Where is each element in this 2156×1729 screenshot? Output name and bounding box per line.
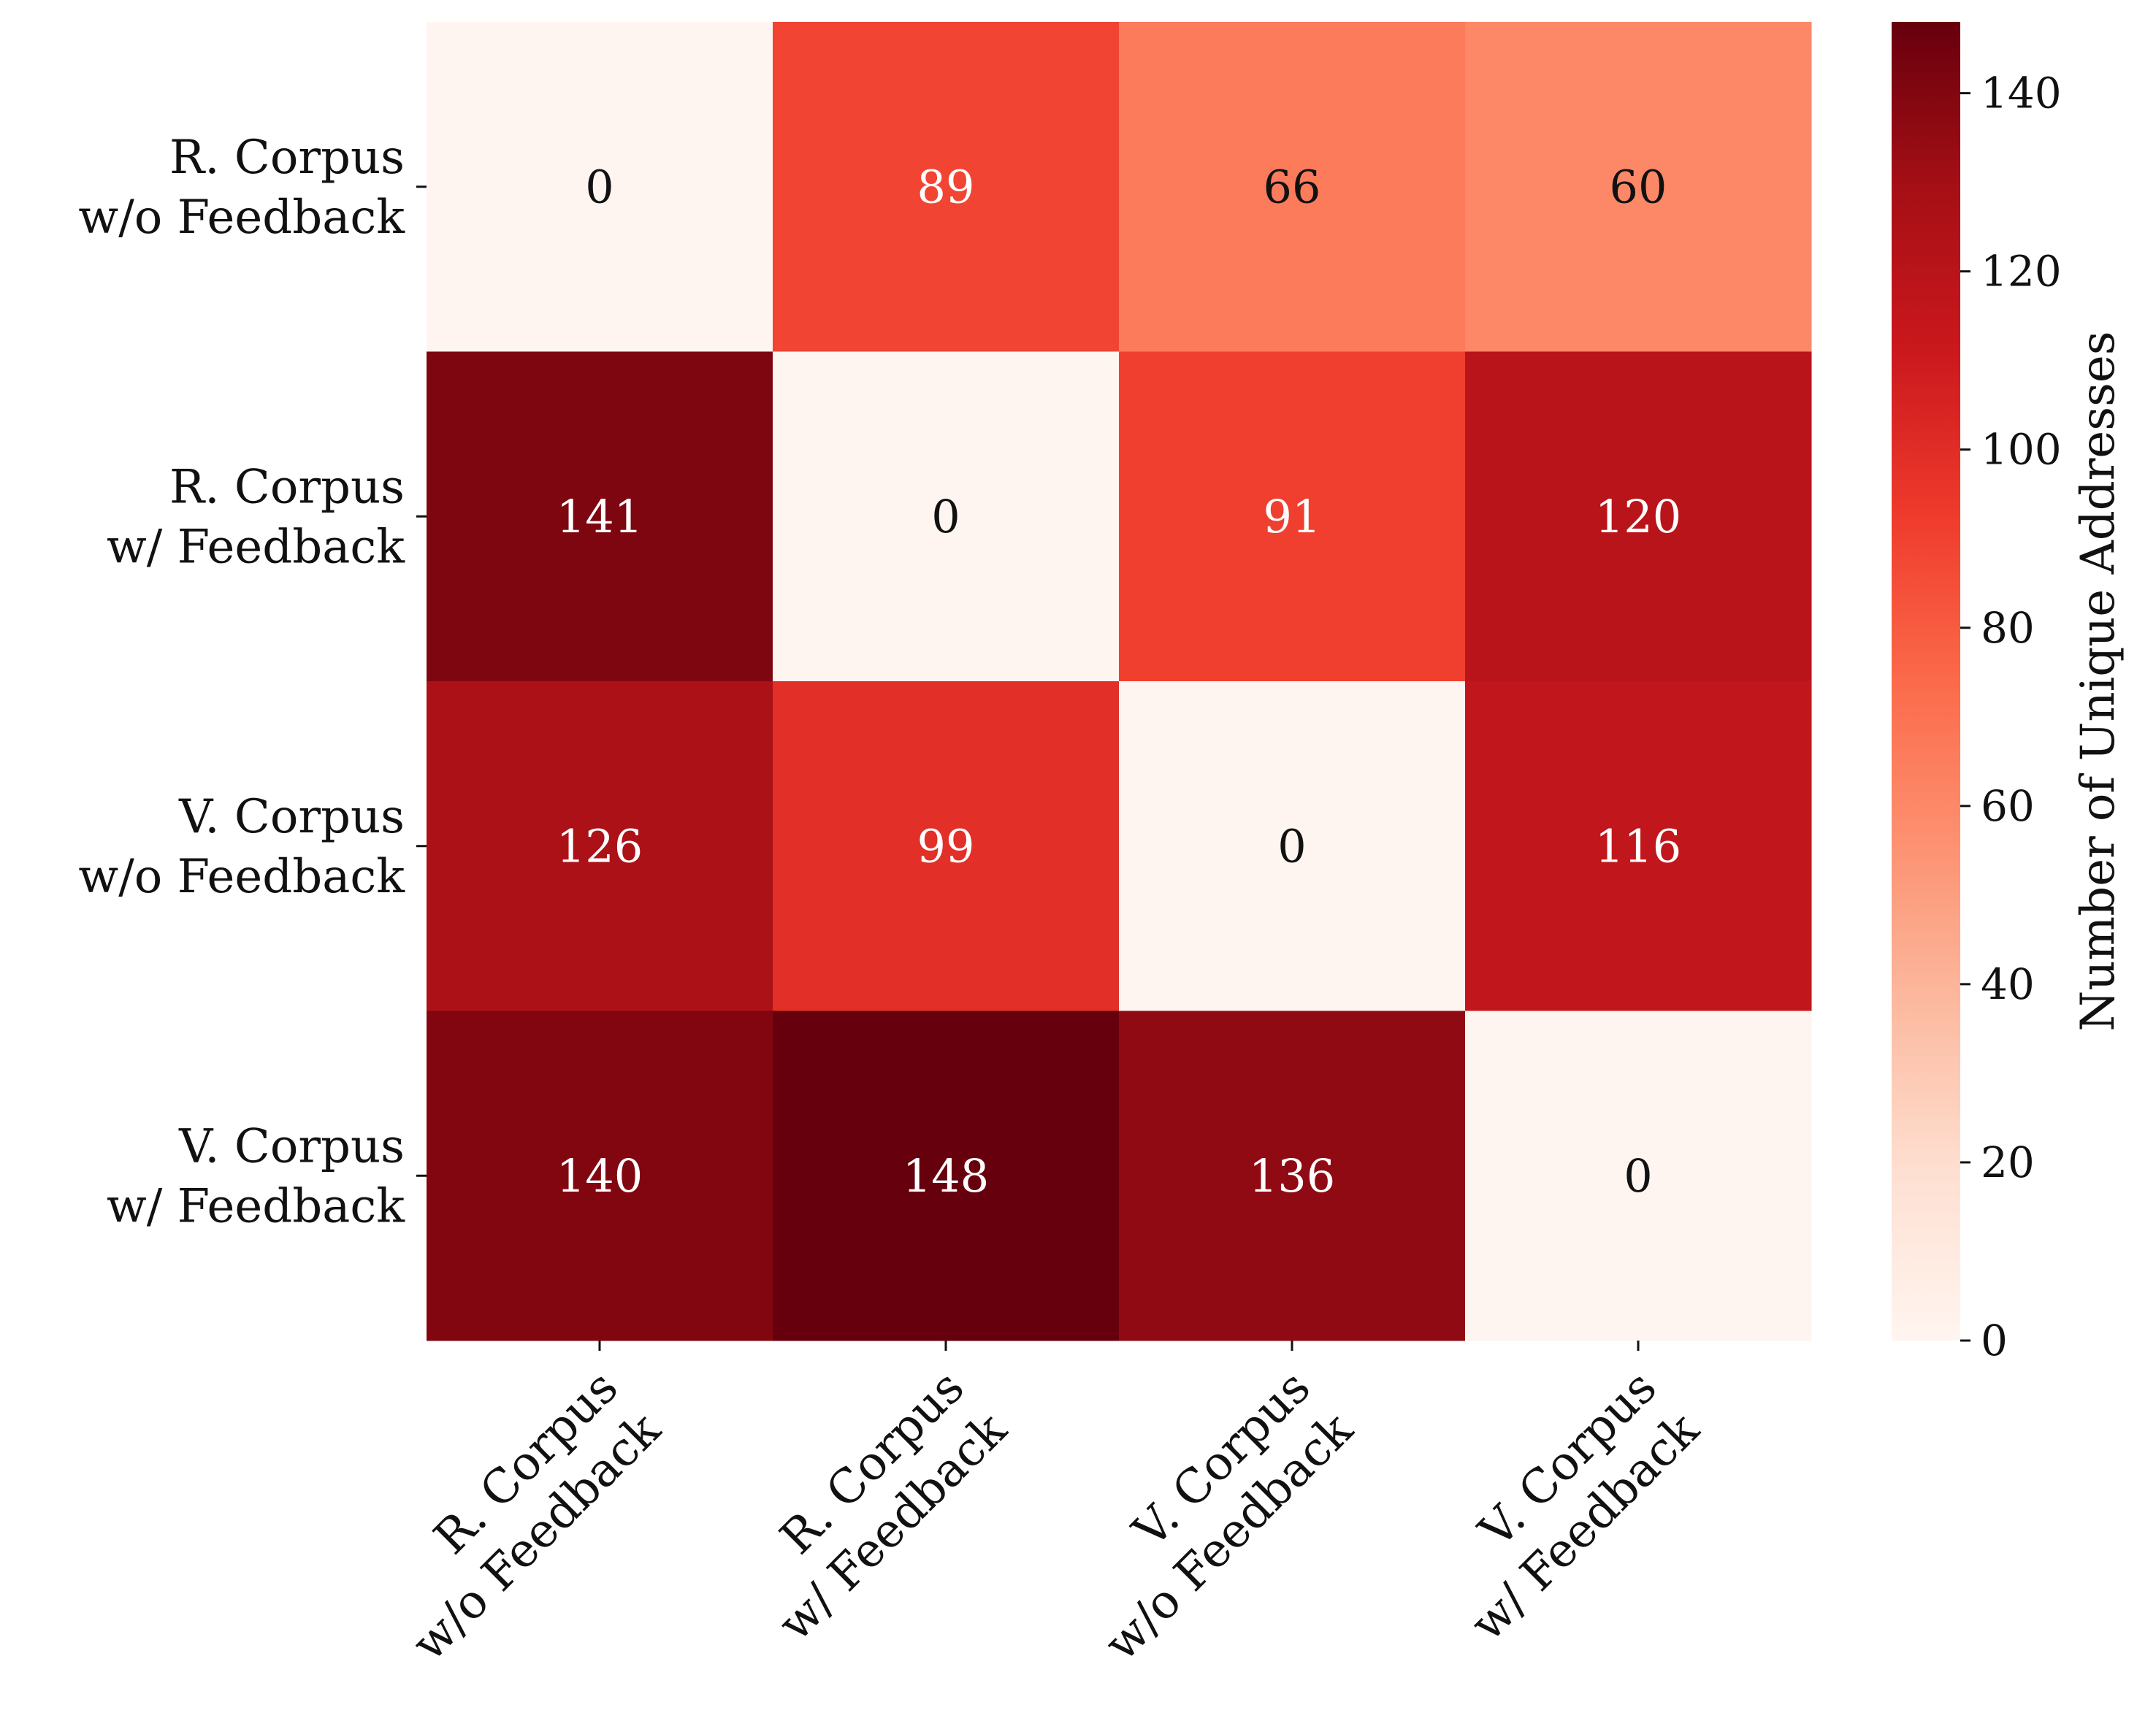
cell-value-r1-c2: 91 xyxy=(1264,490,1321,543)
cell-value-r3-c2: 136 xyxy=(1249,1149,1335,1203)
y-tick-label-0-line-0: R. Corpus xyxy=(169,131,405,185)
heatmap-cell-r0-c2 xyxy=(1119,22,1466,352)
colorbar-tick-label-1: 20 xyxy=(1981,1138,2035,1187)
y-tick-label-3-line-1: w/ Feedback xyxy=(107,1179,405,1233)
heatmap-cell-labels: 0 89 66 60 141 0 91 120 126 99 0 116 140 148 136 0 xyxy=(557,160,1681,1203)
cell-value-r1-c3: 120 xyxy=(1595,490,1681,543)
cell-value-r3-c0: 140 xyxy=(557,1149,643,1203)
y-tick-label-1-line-0: R. Corpus xyxy=(169,460,405,514)
heatmap-cell-r0-c1 xyxy=(773,22,1120,352)
heatmap-cell-r3-c3 xyxy=(1465,1011,1812,1341)
colorbar-gradient xyxy=(1892,22,1960,1341)
y-tick-label-3: V. Corpus w/ Feedback xyxy=(107,1119,405,1233)
y-tick-label-2-line-0: V. Corpus xyxy=(178,790,405,844)
y-tick-label-2: V. Corpus w/o Feedback xyxy=(78,790,405,904)
x-tick-label-1: R. Corpusw/ Feedback xyxy=(726,1360,1018,1652)
y-axis: R. Corpus w/o Feedback R. Corpus w/ Feedbac… xyxy=(78,131,427,1233)
x-tick-label-2: V. Corpusw/o Feedback xyxy=(1052,1360,1364,1671)
cell-value-r3-c1: 148 xyxy=(903,1149,989,1203)
cell-value-r0-c1: 89 xyxy=(917,160,975,213)
y-tick-label-0-line-1: w/o Feedback xyxy=(78,191,405,245)
colorbar-tick-label-6: 120 xyxy=(1981,247,2062,296)
cell-value-r1-c0: 141 xyxy=(557,490,643,543)
heatmap-cell-r2-c1 xyxy=(773,681,1120,1011)
heatmap-cell-r3-c1 xyxy=(773,1011,1120,1341)
cell-value-r0-c0: 0 xyxy=(585,160,613,213)
colorbar-tick-label-3: 60 xyxy=(1981,781,2035,831)
heatmap-cell-r2-c3 xyxy=(1465,681,1812,1011)
x-axis: R. Corpusw/o Feedback R. Corpusw/ Feedbac… xyxy=(359,1341,1710,1671)
x-tick-label-0: R. Corpusw/o Feedback xyxy=(359,1360,671,1671)
heatmap-cell-r0-c0 xyxy=(427,22,773,352)
colorbar: 0 20 40 60 80 100 120 140 Number of Unique Addr… xyxy=(1892,22,2125,1365)
heatmap-cell-r0-c3 xyxy=(1465,22,1812,352)
heatmap-cell-r1-c3 xyxy=(1465,351,1812,682)
y-tick-label-1: R. Corpus w/ Feedback xyxy=(107,460,405,574)
heatmap-cell-r2-c2 xyxy=(1119,681,1466,1011)
cell-value-r0-c2: 66 xyxy=(1264,160,1321,213)
heatmap-cell-r1-c2 xyxy=(1119,351,1466,682)
y-tick-label-0: R. Corpus w/o Feedback xyxy=(78,131,405,245)
cell-value-r2-c0: 126 xyxy=(557,819,643,873)
heatmap-cell-r1-c0 xyxy=(427,351,773,682)
heatmap-cell-r1-c1 xyxy=(773,351,1120,682)
cell-value-r2-c2: 0 xyxy=(1277,819,1306,873)
y-tick-label-1-line-1: w/ Feedback xyxy=(107,520,405,574)
colorbar-title: Number of Unique Addresses xyxy=(2071,331,2125,1031)
colorbar-tick-label-7: 140 xyxy=(1981,69,2062,118)
cell-value-r2-c3: 116 xyxy=(1595,819,1681,873)
heatmap-cell-r3-c2 xyxy=(1119,1011,1466,1341)
cell-value-r3-c3: 0 xyxy=(1624,1149,1652,1203)
colorbar-ticks: 0 20 40 60 80 100 120 140 xyxy=(1960,69,2062,1365)
y-tick-label-2-line-1: w/o Feedback xyxy=(78,850,405,904)
y-tick-label-3-line-0: V. Corpus xyxy=(178,1119,405,1173)
x-tick-label-3: V. Corpusw/ Feedback xyxy=(1418,1360,1710,1652)
colorbar-tick-label-5: 100 xyxy=(1981,425,2062,475)
cell-value-r0-c3: 60 xyxy=(1610,160,1667,213)
cell-value-r1-c1: 0 xyxy=(931,490,960,543)
colorbar-tick-label-2: 40 xyxy=(1981,959,2035,1009)
colorbar-tick-label-0: 0 xyxy=(1981,1316,2008,1365)
heatmap-cells xyxy=(427,22,1812,1341)
heatmap-cell-r3-c0 xyxy=(427,1011,773,1341)
colorbar-tick-label-4: 80 xyxy=(1981,603,2035,653)
heatmap-cell-r2-c0 xyxy=(427,681,773,1011)
cell-value-r2-c1: 99 xyxy=(917,819,975,873)
